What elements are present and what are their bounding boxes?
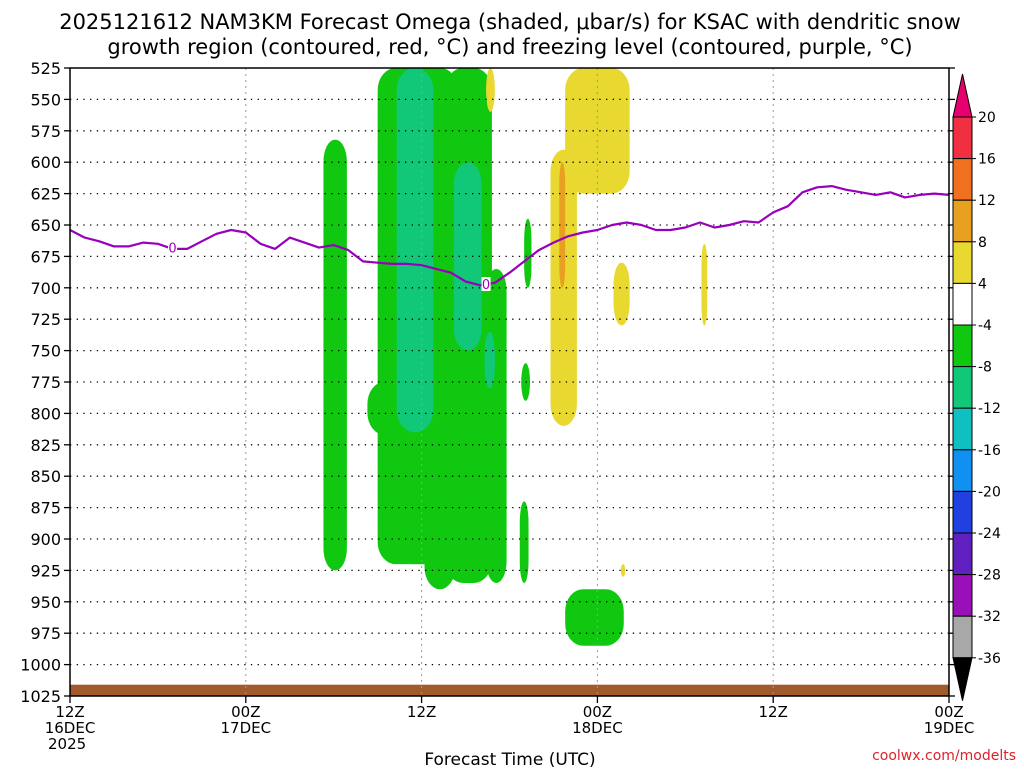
- omega-region: [453, 162, 482, 351]
- omega-region: [396, 68, 434, 433]
- colorbar-segment: [952, 241, 973, 284]
- omega-region: [486, 268, 507, 583]
- freezing-level-label: 0: [482, 278, 490, 293]
- y-tick-label: 750: [30, 342, 61, 361]
- colorbar-tick-label: -4: [978, 318, 992, 334]
- omega-region: [519, 501, 529, 583]
- x-tick-label: 19DEC: [924, 719, 975, 737]
- omega-region: [559, 162, 566, 288]
- x-axis-label: Forecast Time (UTC): [424, 750, 595, 768]
- y-tick-label: 800: [30, 404, 61, 423]
- x-tick-label: 16DEC: [45, 719, 96, 737]
- omega-region: [484, 331, 495, 389]
- x-tick-label: 12Z: [407, 703, 436, 721]
- x-tick-label: 00Z: [583, 703, 612, 721]
- colorbar-tick-label: -32: [978, 609, 1001, 625]
- colorbar-tick-label: -24: [978, 526, 1001, 542]
- x-tick-label: 12Z: [55, 703, 84, 721]
- omega-region: [524, 218, 532, 288]
- x-tick-label: 2025: [48, 735, 86, 753]
- colorbar-tick-label: -16: [978, 443, 1001, 459]
- omega-region: [323, 139, 347, 571]
- colorbar-segment: [952, 449, 973, 492]
- y-tick-label: 525: [30, 59, 61, 78]
- colorbar-tick-label: -8: [978, 360, 992, 376]
- y-tick-label: 650: [30, 216, 61, 235]
- colorbar-tick-label: -36: [978, 651, 1001, 667]
- chart-title-line-1: 2025121612 NAM3KM Forecast Omega (shaded…: [59, 10, 961, 34]
- colorbar-segment: [952, 615, 973, 659]
- colorbar-segment: [952, 532, 973, 576]
- y-tick-label: 1000: [20, 656, 61, 675]
- freezing-level-contour: 00: [69, 185, 950, 293]
- surface-band: [70, 684, 949, 696]
- colorbar-segment: [952, 407, 973, 451]
- y-tick-label: 900: [30, 530, 61, 549]
- chart-title-line-2: growth region (contoured, red, °C) and f…: [107, 35, 912, 59]
- colorbar-segment: [952, 199, 973, 243]
- y-tick-label: 975: [30, 624, 61, 643]
- y-tick-label: 725: [30, 310, 61, 329]
- colorbar-tick-label: 4: [978, 276, 987, 292]
- colorbar-segment: [952, 282, 973, 326]
- y-tick-label: 825: [30, 436, 61, 455]
- omega-region: [701, 243, 708, 326]
- colorbar-segment: [952, 116, 973, 160]
- colorbar-tick-label: -12: [978, 401, 1001, 417]
- colorbar-segment: [952, 324, 973, 368]
- x-tick-label: 17DEC: [221, 719, 272, 737]
- y-tick-label: 550: [30, 90, 61, 109]
- y-tick-label: 675: [30, 247, 61, 266]
- colorbar-tick-label: 16: [978, 152, 996, 168]
- freezing-level-label: 0: [168, 242, 176, 257]
- omega-region: [486, 68, 495, 112]
- x-tick-label: 00Z: [934, 703, 963, 721]
- colorbar-tick-label: 20: [978, 110, 996, 126]
- y-tick-label: 600: [30, 153, 61, 172]
- x-tick-label: 18DEC: [572, 719, 623, 737]
- colorbar-tick-label: 8: [978, 235, 987, 251]
- x-tick-label: 12Z: [759, 703, 788, 721]
- colorbar-tick-label: -20: [978, 484, 1001, 500]
- y-tick-label: 575: [30, 122, 61, 141]
- y-tick-label: 700: [30, 279, 61, 298]
- omega-region: [620, 564, 626, 577]
- y-tick-label: 850: [30, 467, 61, 486]
- grid-lines: [70, 68, 949, 696]
- freezing-label-bg: [481, 277, 491, 292]
- colorbar-segment: [952, 158, 973, 201]
- y-tick-label: 775: [30, 373, 61, 392]
- y-tick-label: 950: [30, 593, 61, 612]
- omega-region: [565, 589, 624, 646]
- colorbar-bottom-arrow: [952, 657, 973, 701]
- colorbar: 20 16 12 8 4 -4 -8 -12 -16 -20 -24 -28 -32 -36: [952, 73, 1001, 701]
- y-tick-label: 1025: [20, 687, 61, 706]
- colorbar-tick-label: 12: [978, 193, 996, 209]
- colorbar-segment: [952, 490, 973, 534]
- y-tick-label: 875: [30, 499, 61, 518]
- surface-terrain-band: [70, 684, 949, 696]
- y-tick-label: 625: [30, 185, 61, 204]
- colorbar-top-arrow: [952, 73, 973, 118]
- freezing-level-line: [69, 185, 950, 287]
- x-tick-label: 00Z: [231, 703, 260, 721]
- y-axis-ticks: 525 550 575 600 625 650 675 700 725 750 775 800 825 8…: [20, 59, 955, 706]
- colorbar-tick-label: -28: [978, 568, 1001, 584]
- y-tick-label: 925: [30, 561, 61, 580]
- colorbar-segment: [952, 574, 973, 617]
- omega-region: [550, 149, 577, 426]
- plot-frame: [69, 67, 950, 697]
- colorbar-segment: [952, 366, 973, 409]
- credit-text: coolwx.com/modelts: [872, 748, 1016, 764]
- omega-region: [613, 262, 630, 326]
- omega-shading-layer: [323, 68, 708, 646]
- freezing-label-bg: [168, 240, 178, 255]
